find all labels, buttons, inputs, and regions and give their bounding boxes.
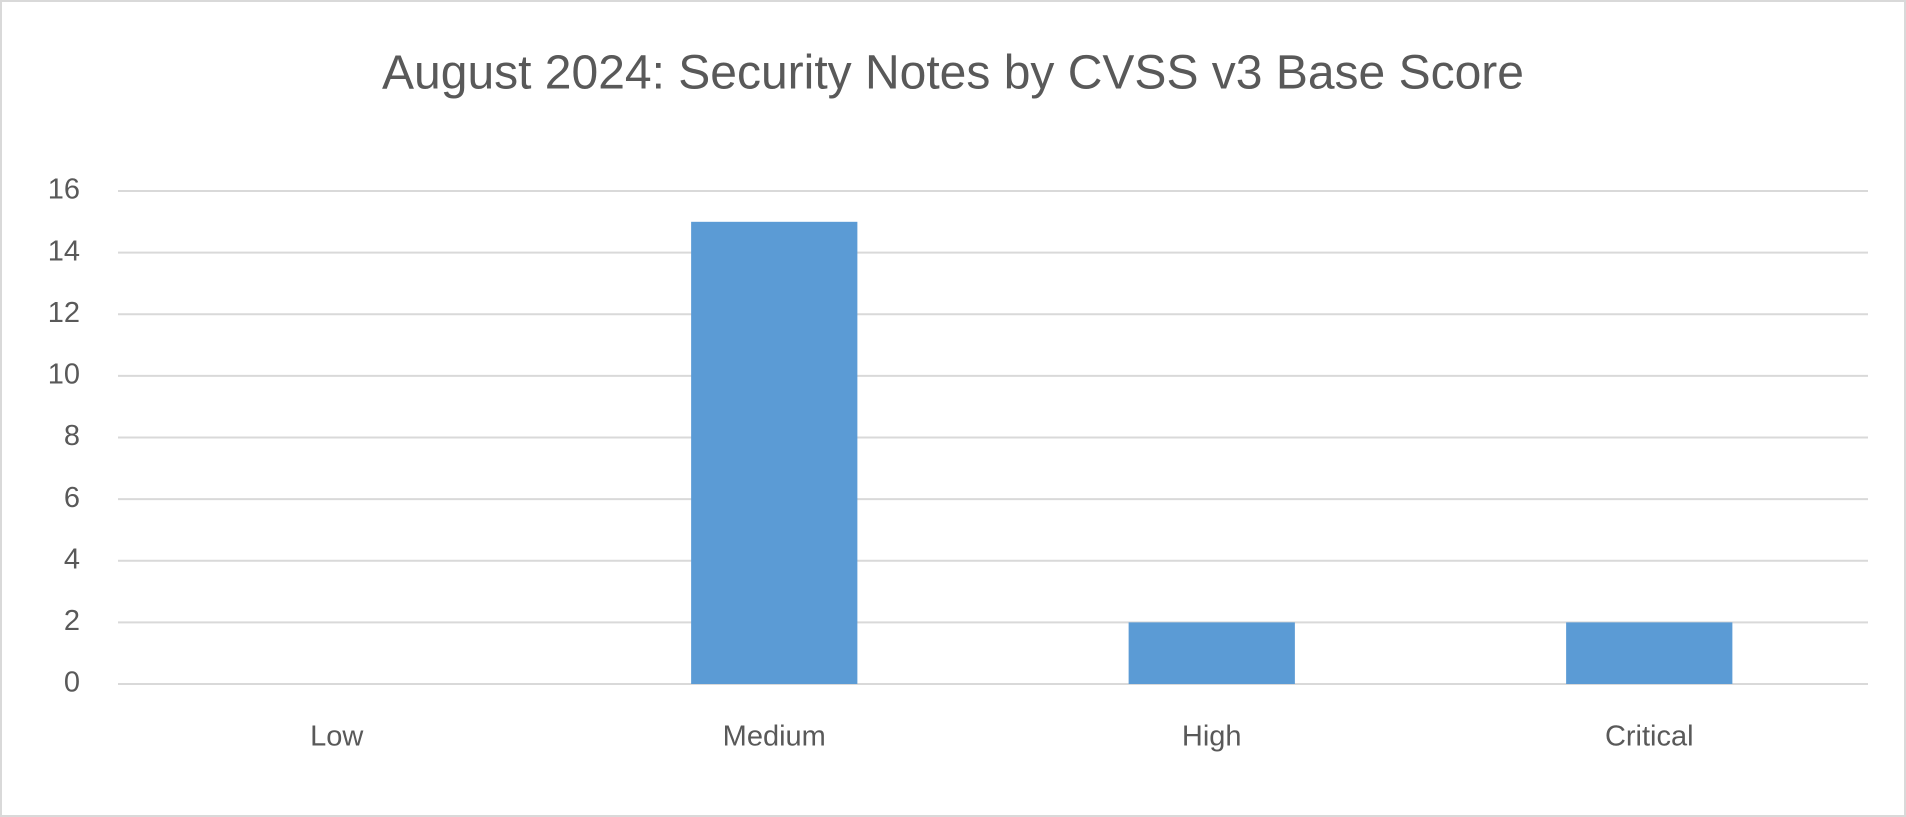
y-tick-label: 14 xyxy=(48,235,80,267)
bar xyxy=(1128,622,1295,684)
y-tick-label: 6 xyxy=(64,482,80,514)
y-tick-label: 12 xyxy=(48,297,80,329)
x-tick-label: Low xyxy=(310,721,364,753)
y-tick-label: 0 xyxy=(64,667,80,699)
y-tick-label: 4 xyxy=(64,543,80,575)
y-tick-label: 8 xyxy=(64,420,80,452)
y-tick-label: 2 xyxy=(64,605,80,637)
bar xyxy=(691,221,858,684)
x-tick-label: Critical xyxy=(1605,721,1694,753)
y-tick-label: 10 xyxy=(48,359,80,391)
bar xyxy=(1566,622,1733,684)
x-tick-label: High xyxy=(1182,721,1242,753)
chart-title: August 2024: Security Notes by CVSS v3 B… xyxy=(382,47,1524,100)
y-tick-label: 16 xyxy=(48,174,80,206)
x-tick-label: Medium xyxy=(723,721,826,753)
